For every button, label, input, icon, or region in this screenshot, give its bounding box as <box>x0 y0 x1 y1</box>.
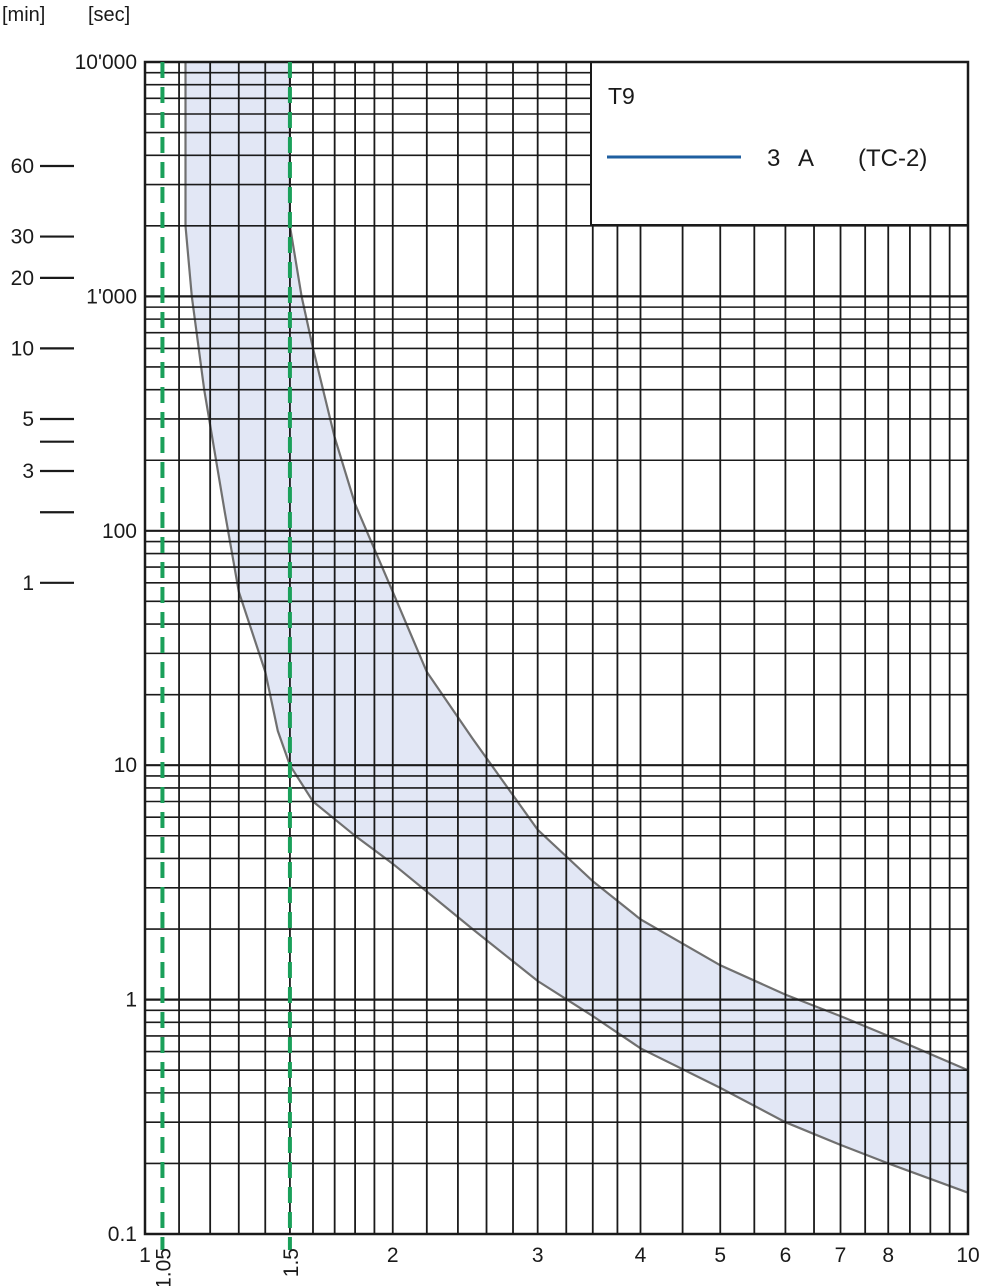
y-tick-label-sec: 100 <box>102 520 137 543</box>
legend-unit: A <box>798 145 814 172</box>
reference-lines <box>160 62 292 1250</box>
y-tick-label-min: 1 <box>22 572 34 595</box>
y-tick-label-min: 30 <box>11 226 34 249</box>
plot-frame <box>143 60 970 1236</box>
band-fill <box>185 62 968 1193</box>
legend: T9 3 A (TC-2) <box>607 83 927 172</box>
min-unit-label: [min] <box>2 4 45 26</box>
x-tick-label: 8 <box>882 1244 894 1267</box>
legend-rating: 3 <box>767 145 780 172</box>
legend-title: T9 <box>608 83 635 109</box>
legend-curve-type: (TC-2) <box>858 145 927 172</box>
y-tick-label-sec: 10'000 <box>75 51 137 74</box>
y-tick-label-min: 60 <box>11 155 34 178</box>
y-tick-label-sec: 1 <box>125 989 137 1012</box>
grid <box>145 62 968 1234</box>
x-tick-label: 5 <box>714 1244 726 1267</box>
y-tick-label-min: 3 <box>22 460 34 483</box>
x-tick-label: 1 <box>139 1244 151 1267</box>
upper-trip-curve <box>288 62 969 1072</box>
x-tick-label: 6 <box>780 1244 792 1267</box>
x-tick-label-rotated: 1.5 <box>280 1248 303 1277</box>
y-tick-label-sec: 10 <box>114 754 137 777</box>
x-tick-label: 10 <box>956 1244 979 1267</box>
x-tick-label: 3 <box>532 1244 544 1267</box>
x-tick-label-rotated: 1.05 <box>152 1248 175 1286</box>
legend-box <box>590 61 969 226</box>
x-tick-label: 2 <box>387 1244 399 1267</box>
sec-unit-label: [sec] <box>88 4 130 26</box>
y-tick-label-sec: 1'000 <box>86 285 137 308</box>
y-tick-label-min: 10 <box>11 337 34 360</box>
y-tick-label-min: 5 <box>22 408 34 431</box>
y-tick-label-sec: 0.1 <box>108 1223 137 1246</box>
x-tick-label: 4 <box>635 1244 647 1267</box>
y-tick-label-min: 20 <box>11 267 34 290</box>
x-tick-label: 7 <box>835 1244 847 1267</box>
